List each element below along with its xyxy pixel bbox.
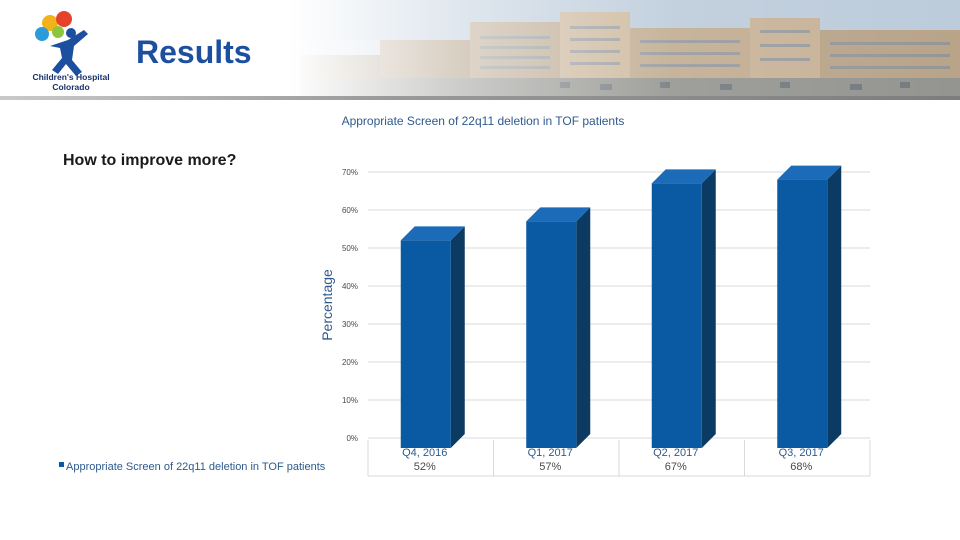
chart-title: Appropriate Screen of 22q11 deletion in … [341,114,625,128]
value-label: 68% [790,461,812,473]
value-label: 67% [665,461,687,473]
legend: Appropriate Screen of 22q11 deletion in … [59,461,326,473]
bar [777,165,842,448]
bar-top [526,207,591,222]
category-label: Q3, 2017 [779,447,824,459]
legend-label: Appropriate Screen of 22q11 deletion in … [66,461,326,473]
logo-line1: Children's Hospital [32,72,110,82]
banner-fade-overlay [0,0,960,100]
y-tick-label: 70% [342,168,358,177]
banner-divider [0,96,960,100]
bar-side [450,226,465,448]
bar-top [651,169,716,184]
bar-side [827,165,842,448]
side-heading: How to improve more? [63,152,237,169]
bar [400,226,465,448]
y-axis-label: Percentage [319,269,335,341]
bar [526,207,591,448]
bar-side [701,169,716,448]
y-tick-label: 10% [342,396,358,405]
legend-swatch [59,462,64,467]
bar-top [400,226,465,241]
y-axis-ticks: 0% 10% 20% 30% 40% 50% 60% 70% [342,168,358,443]
data-table: Q4, 2016 52% Q1, 2017 57% Q2, 2017 67% Q3, 201… [367,440,871,477]
y-tick-label: 20% [342,358,358,367]
childrens-hospital-logo [35,11,88,76]
bar [651,169,716,448]
category-label: Q1, 2017 [528,447,573,459]
y-tick-label: 60% [342,206,358,215]
value-label: 52% [414,461,436,473]
bar-front [400,240,451,448]
bar-front [526,221,577,448]
y-tick-label: 0% [346,434,358,443]
header-banner [0,0,960,100]
y-tick-label: 30% [342,320,358,329]
bar-front [651,183,702,448]
bar-top [777,165,842,180]
y-tick-label: 40% [342,282,358,291]
bar-front [777,179,828,448]
page-title: Results [136,34,252,70]
y-tick-label: 50% [342,244,358,253]
logo-line2: Colorado [52,82,90,92]
value-label: 57% [539,461,561,473]
category-label: Q4, 2016 [402,447,447,459]
bar-side [576,207,591,448]
category-label: Q2, 2017 [653,447,698,459]
bar-series [400,165,842,448]
